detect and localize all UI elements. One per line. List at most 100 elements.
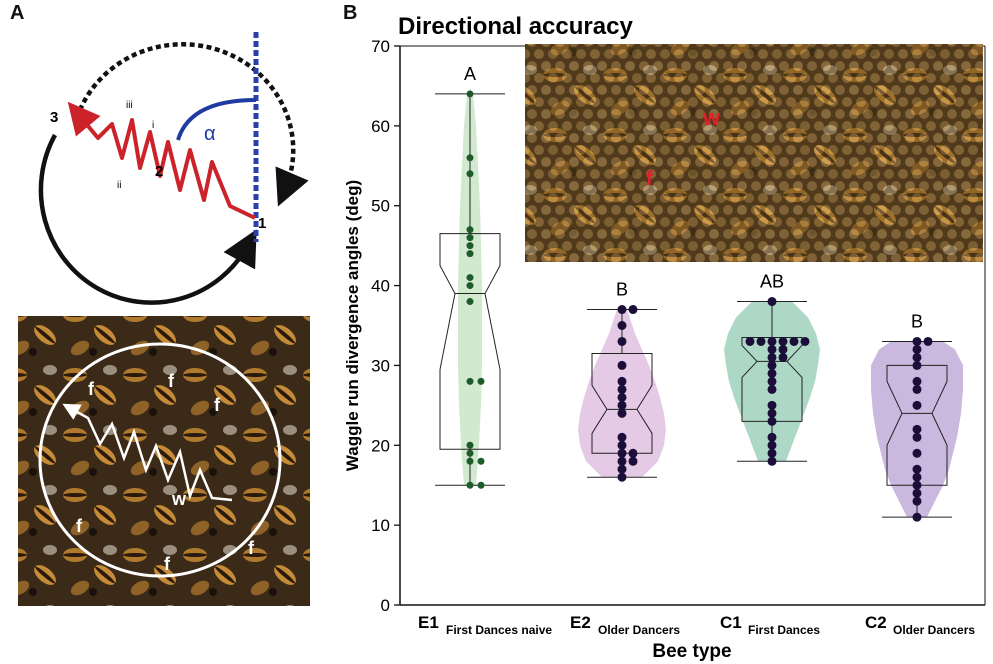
waggle-run-path [67,101,256,220]
data-point-e2 [617,456,627,466]
data-point-e2 [628,456,638,466]
data-point-c1 [789,336,799,346]
data-point-c1 [756,336,766,346]
data-point-c1 [778,344,788,354]
y-tick-label: 60 [371,117,390,136]
data-point-c1 [745,336,755,346]
data-point-c1 [767,360,777,370]
x-category-c2: C2 [865,613,887,632]
data-point-e2 [617,305,627,315]
label-point-3: 3 [50,109,58,126]
data-point-c2 [923,336,933,346]
inset-dancer-mark: w [702,105,721,130]
data-point-e1 [466,154,474,162]
x-category-sub-c1: First Dances [748,623,820,637]
x-category-e2: E2 [570,613,591,632]
data-point-e1 [466,90,474,98]
label-ii: ii [117,180,121,191]
data-point-e1 [466,282,474,290]
data-point-c2 [912,512,922,522]
x-category-sub-c2: Older Dancers [893,623,975,637]
x-category-sub-e1: First Dances naive [446,623,552,637]
dance-circle [38,342,282,578]
dancer-mark: w [171,489,187,509]
y-tick-label: 70 [371,37,390,56]
data-point-c1 [767,376,777,386]
data-point-e1 [466,170,474,178]
data-point-c1 [767,416,777,426]
chart-title: Directional accuracy [398,13,633,40]
data-point-c1 [767,408,777,418]
y-axis-label: Waggle run divergence angles (deg) [343,180,362,471]
panel-a-photo: f f f f f f w [18,316,310,606]
follower-mark-6: f [248,538,255,558]
data-point-e1 [466,441,474,449]
data-point-e1 [466,274,474,282]
label-alpha: α [204,123,216,145]
violin-chart: 0 10 20 30 40 50 60 70 Waggle run divergence ang… [343,37,986,662]
box-e1 [439,233,501,450]
y-tick-label: 0 [381,596,390,615]
data-point-e1 [466,377,474,385]
data-point-e2 [617,400,627,410]
follower-mark-4: f [76,516,83,536]
data-point-e2 [617,336,627,346]
data-point-e2 [617,432,627,442]
data-point-c1 [800,336,810,346]
data-point-e2 [617,376,627,386]
data-point-e2 [617,440,627,450]
data-point-c2 [912,496,922,506]
follower-mark-2: f [168,371,175,391]
data-point-c2 [912,464,922,474]
panel-a-letter: A [10,2,25,24]
significance-letter-e1: A [464,64,476,84]
data-point-e2 [628,448,638,458]
panel-b-inset-photo: w f [525,44,983,262]
data-point-e1 [466,481,474,489]
data-point-e2 [617,360,627,370]
significance-letter-e2: B [616,280,628,300]
x-category-c1: C1 [720,613,742,632]
label-point-2: 2 [155,163,163,180]
data-point-c2 [912,384,922,394]
waggle-dance-diagram: 1 2 3 i iii ii α [38,32,309,305]
data-point-c1 [767,456,777,466]
panel-b-letter: B [343,2,358,24]
data-point-e2 [617,384,627,394]
y-tick-label: 30 [371,356,390,375]
comb-photo-bees [525,44,983,262]
data-point-c2 [912,352,922,362]
data-point-e2 [617,472,627,482]
data-point-c1 [767,400,777,410]
data-point-c1 [767,336,777,346]
box-c1 [741,336,803,422]
follower-mark-3: f [214,395,221,415]
data-point-c2 [912,336,922,346]
data-point-c1 [767,448,777,458]
significance-letter-c1: AB [760,272,784,292]
bees-photo [18,316,310,606]
y-tick-label: 10 [371,516,390,535]
y-tick-label: 20 [371,436,390,455]
data-point-c2 [912,432,922,442]
data-point-e1 [477,377,485,385]
follower-mark-1: f [88,379,95,399]
data-point-c1 [767,440,777,450]
data-point-c1 [767,368,777,378]
alpha-angle-arc [176,98,257,141]
data-point-c1 [767,344,777,354]
data-point-c2 [912,400,922,410]
inset-follower-mark: f [646,168,653,190]
data-point-e1 [477,457,485,465]
data-point-e1 [466,234,474,242]
y-tick-label: 50 [371,197,390,216]
data-point-c2 [912,344,922,354]
data-point-c1 [778,336,788,346]
data-point-c2 [912,480,922,490]
data-point-e1 [466,457,474,465]
label-i: i [152,120,154,131]
label-point-1: 1 [258,215,266,232]
data-point-c2 [912,448,922,458]
x-category-e1: E1 [418,613,439,632]
